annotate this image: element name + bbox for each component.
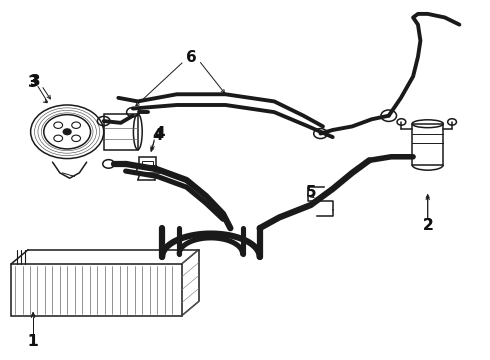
Bar bbox=[142, 161, 153, 166]
Text: 6: 6 bbox=[186, 50, 197, 65]
Text: 2: 2 bbox=[422, 218, 433, 233]
Text: 2: 2 bbox=[422, 218, 433, 233]
Text: 1: 1 bbox=[28, 334, 38, 349]
Circle shape bbox=[63, 129, 71, 135]
Text: 1: 1 bbox=[28, 334, 38, 349]
Text: 3: 3 bbox=[30, 74, 41, 89]
Bar bbox=[11, 264, 182, 316]
Text: 4: 4 bbox=[152, 128, 163, 143]
Bar bbox=[104, 114, 138, 150]
Bar bbox=[139, 157, 156, 166]
Text: 5: 5 bbox=[305, 185, 316, 200]
Text: 4: 4 bbox=[154, 126, 165, 141]
Bar bbox=[412, 124, 443, 165]
Text: 3: 3 bbox=[28, 75, 38, 90]
